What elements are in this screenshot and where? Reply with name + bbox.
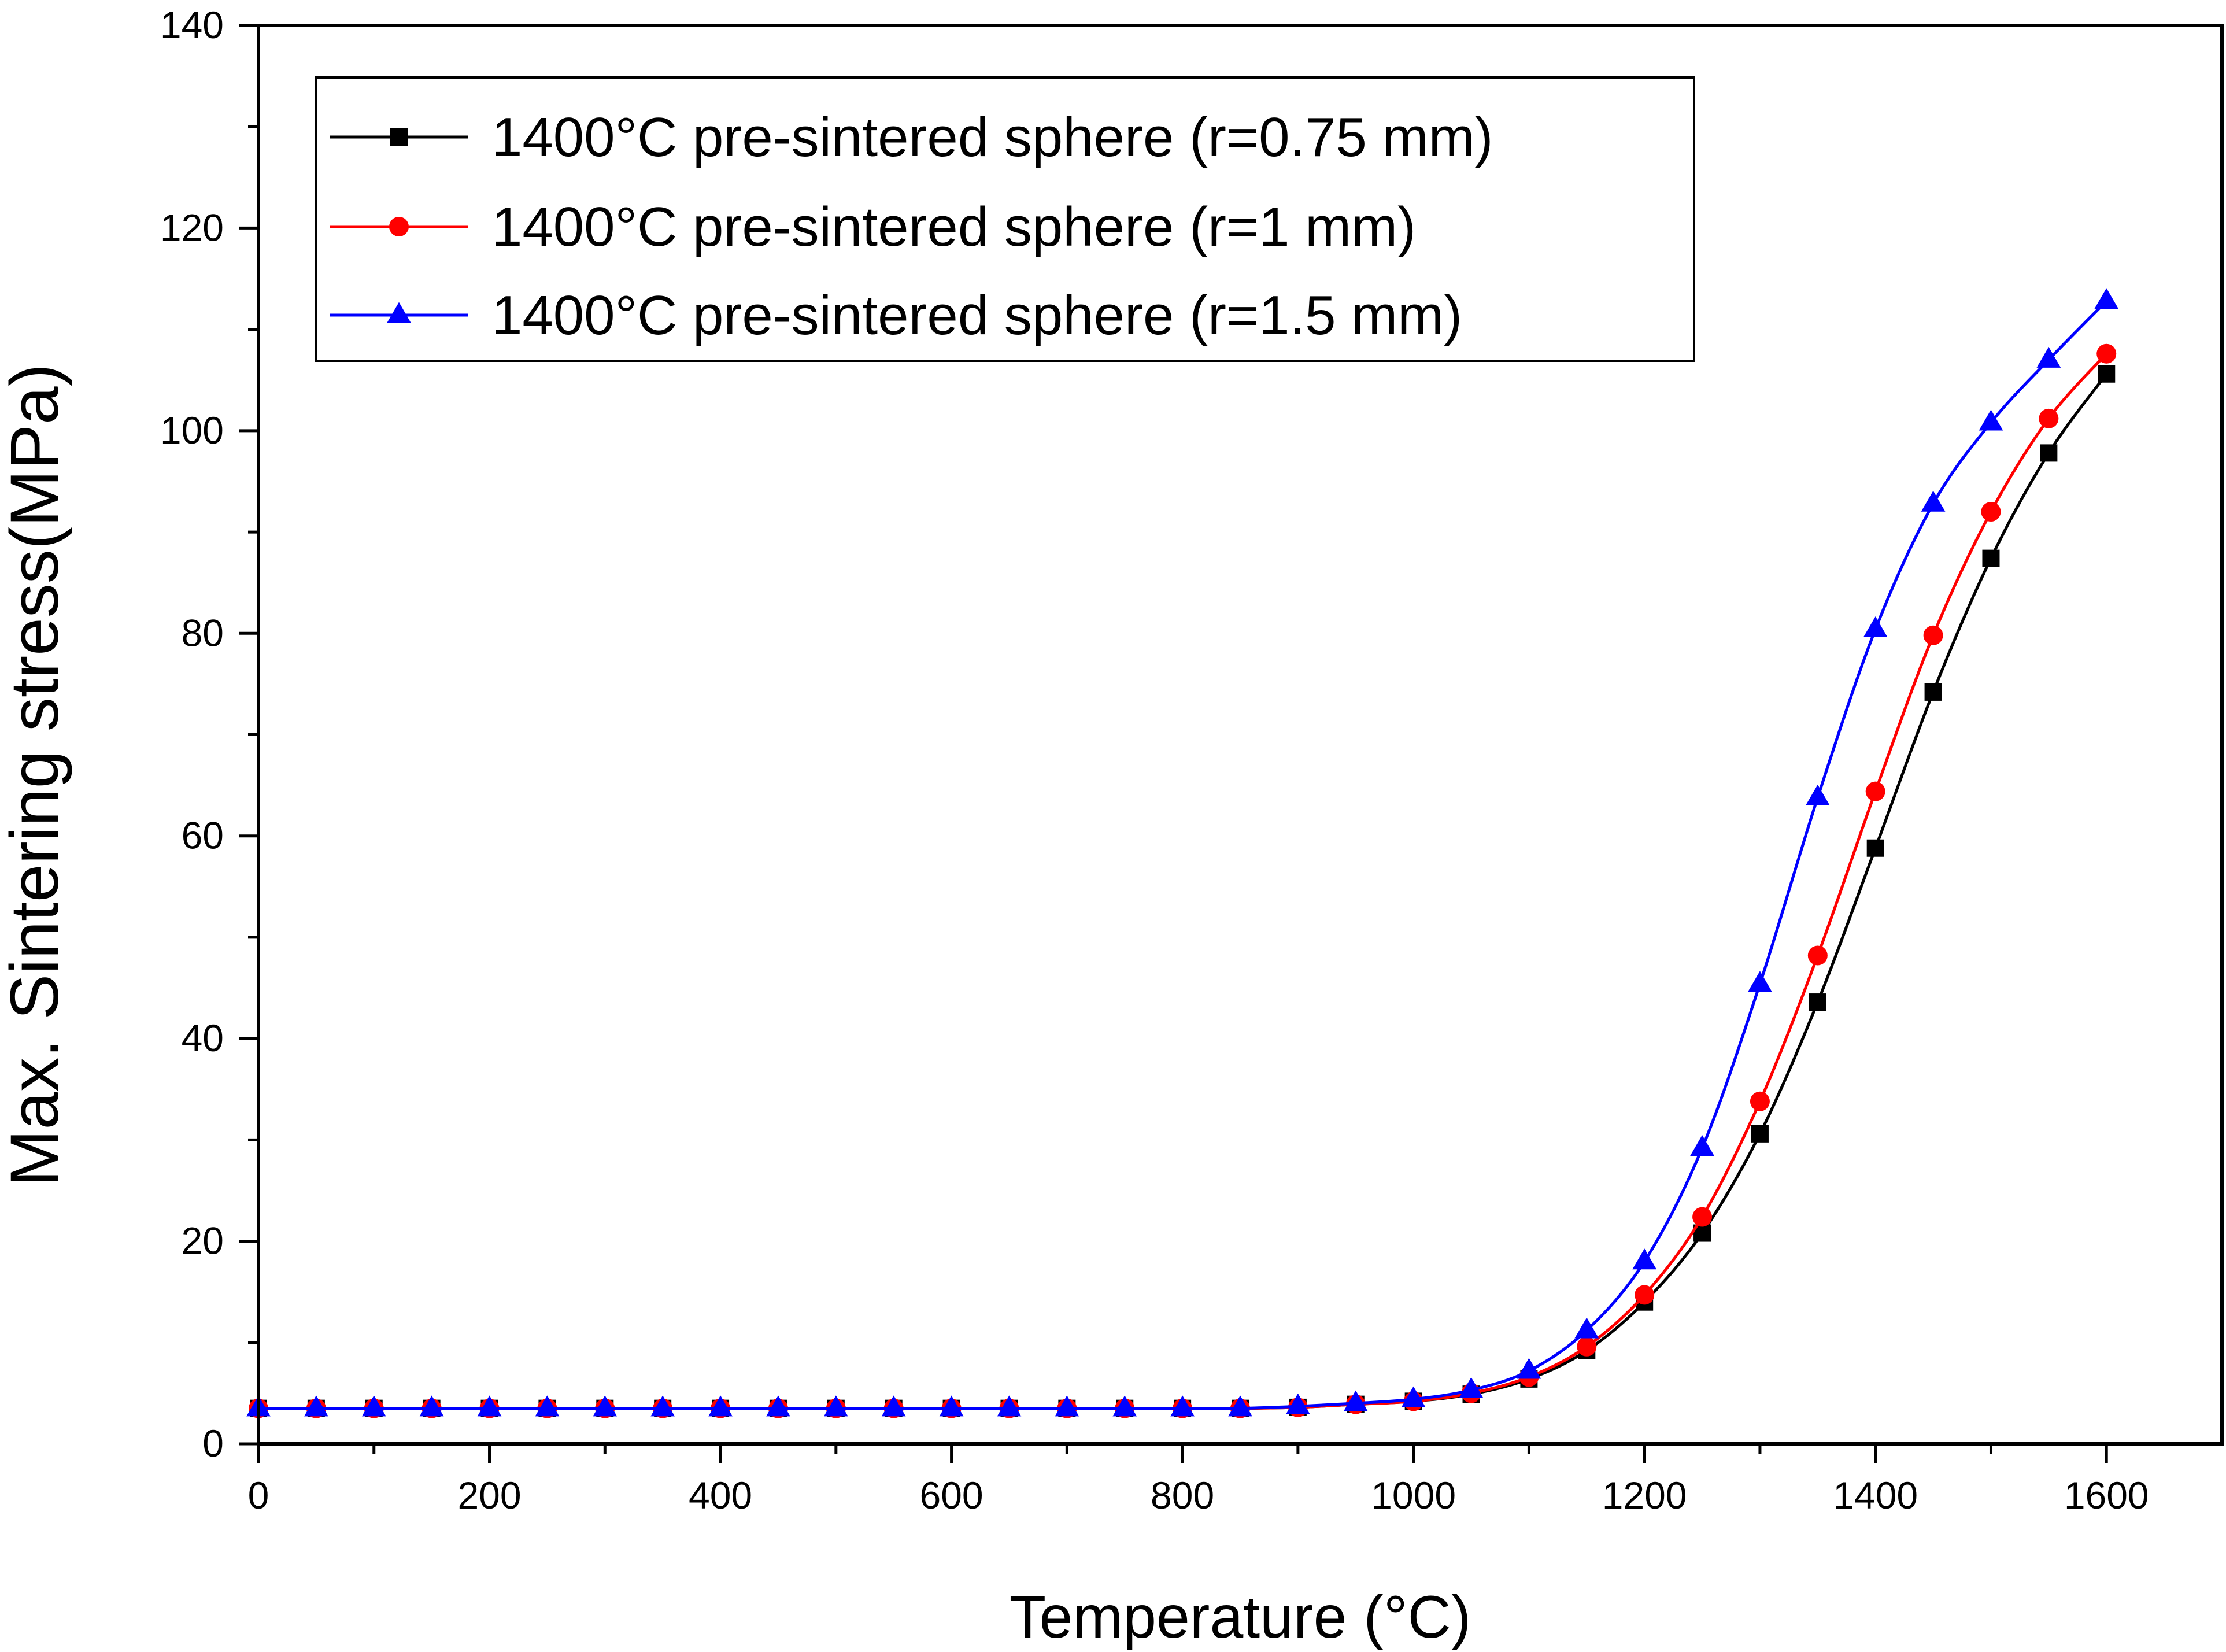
series-line (258, 300, 2108, 1410)
series-line (258, 373, 2108, 1410)
series-1 (250, 365, 2116, 1417)
series-layer (246, 288, 2119, 1418)
x-tick-label: 1600 (2064, 1474, 2149, 1517)
data-point (477, 1395, 502, 1417)
x-tick-label: 600 (920, 1474, 983, 1517)
data-point (1809, 993, 1826, 1011)
data-point (1228, 1395, 1252, 1417)
data-point (1690, 1135, 1714, 1156)
y-tick-label: 120 (160, 206, 224, 249)
data-point (1923, 625, 1943, 645)
legend-item-2: 1400°C pre-sintered sphere (r=1 mm) (330, 196, 1416, 258)
data-point (1750, 1091, 1770, 1111)
data-point (2039, 408, 2059, 428)
data-point (1748, 971, 1772, 992)
data-point (1982, 549, 2000, 567)
y-axis-title: Max. Sintering stress(MPa) (0, 364, 73, 1187)
x-axis-title: Temperature (°C) (1010, 1584, 1471, 1651)
x-tick-label: 1000 (1371, 1474, 1456, 1517)
series-3 (246, 288, 2119, 1417)
legend-item-1: 1400°C pre-sintered sphere (r=0.75 mm) (330, 106, 1493, 168)
data-point (1632, 1248, 1657, 1270)
series-2 (249, 343, 2117, 1418)
data-point (304, 1395, 328, 1417)
ticks-layer: 0 200 400 600 800 1000 1200 1400 1600 0 20 40 60 80 10… (160, 3, 2149, 1517)
data-point (2098, 365, 2116, 383)
y-tick-label: 80 (182, 611, 224, 654)
data-point (766, 1395, 790, 1417)
x-tick-label: 400 (689, 1474, 752, 1517)
y-tick-label: 0 (202, 1422, 224, 1465)
data-point (2040, 444, 2058, 462)
plot-frame (257, 24, 2224, 1446)
data-point (1459, 1377, 1484, 1398)
legend-items: 1400°C pre-sintered sphere (r=0.75 mm) 14… (330, 106, 1493, 346)
legend-marker (390, 128, 408, 146)
data-point (823, 1395, 848, 1417)
data-point (1863, 616, 1888, 637)
data-point (881, 1395, 906, 1417)
data-point (1921, 490, 1946, 512)
data-point (1055, 1395, 1079, 1417)
data-point (1343, 1390, 1368, 1411)
legend-label: 1400°C pre-sintered sphere (r=1 mm) (491, 196, 1416, 258)
data-point (1170, 1395, 1195, 1417)
legend-marker (389, 217, 409, 236)
data-point (2036, 346, 2061, 368)
data-point (361, 1395, 386, 1417)
data-point (2094, 288, 2119, 309)
legend-label: 1400°C pre-sintered sphere (r=1.5 mm) (491, 284, 1462, 346)
y-tick-label: 60 (182, 814, 224, 857)
legend-box (315, 76, 1695, 362)
series-line (258, 353, 2108, 1410)
data-point (708, 1395, 733, 1417)
data-point (1805, 784, 1830, 805)
data-point (1866, 839, 1884, 857)
data-point (1577, 1336, 1597, 1357)
data-point (1517, 1358, 1541, 1379)
legend-item-3: 1400°C pre-sintered sphere (r=1.5 mm) (330, 284, 1462, 346)
data-point (1924, 683, 1942, 701)
legend: 1400°C pre-sintered sphere (r=0.75 mm) 14… (315, 76, 1695, 362)
data-point (419, 1395, 444, 1417)
data-point (1807, 945, 1828, 966)
y-tick-label: 100 (160, 409, 224, 452)
data-point (1401, 1386, 1426, 1407)
data-point (650, 1395, 675, 1417)
data-point (1979, 409, 2003, 431)
legend-marker (387, 302, 411, 323)
legend-label: 1400°C pre-sintered sphere (r=0.75 mm) (491, 106, 1493, 168)
y-tick-label: 20 (182, 1219, 224, 1262)
data-point (1112, 1395, 1137, 1417)
y-tick-label: 140 (160, 3, 224, 46)
x-tick-label: 200 (457, 1474, 521, 1517)
data-point (1574, 1317, 1599, 1339)
x-tick-label: 0 (248, 1474, 269, 1517)
data-point (1692, 1207, 1713, 1227)
data-point (997, 1395, 1022, 1417)
data-point (1286, 1393, 1310, 1414)
data-point (1865, 781, 1885, 801)
x-tick-label: 800 (1151, 1474, 1214, 1517)
x-tick-label: 1200 (1602, 1474, 1687, 1517)
data-point (1751, 1125, 1769, 1143)
data-point (1981, 502, 2001, 522)
data-point (1635, 1285, 1655, 1305)
x-tick-label: 1400 (1833, 1474, 1918, 1517)
data-point (939, 1395, 964, 1417)
data-point (535, 1395, 560, 1417)
data-point (593, 1395, 617, 1417)
data-point (2096, 343, 2117, 364)
y-tick-label: 40 (182, 1017, 224, 1059)
